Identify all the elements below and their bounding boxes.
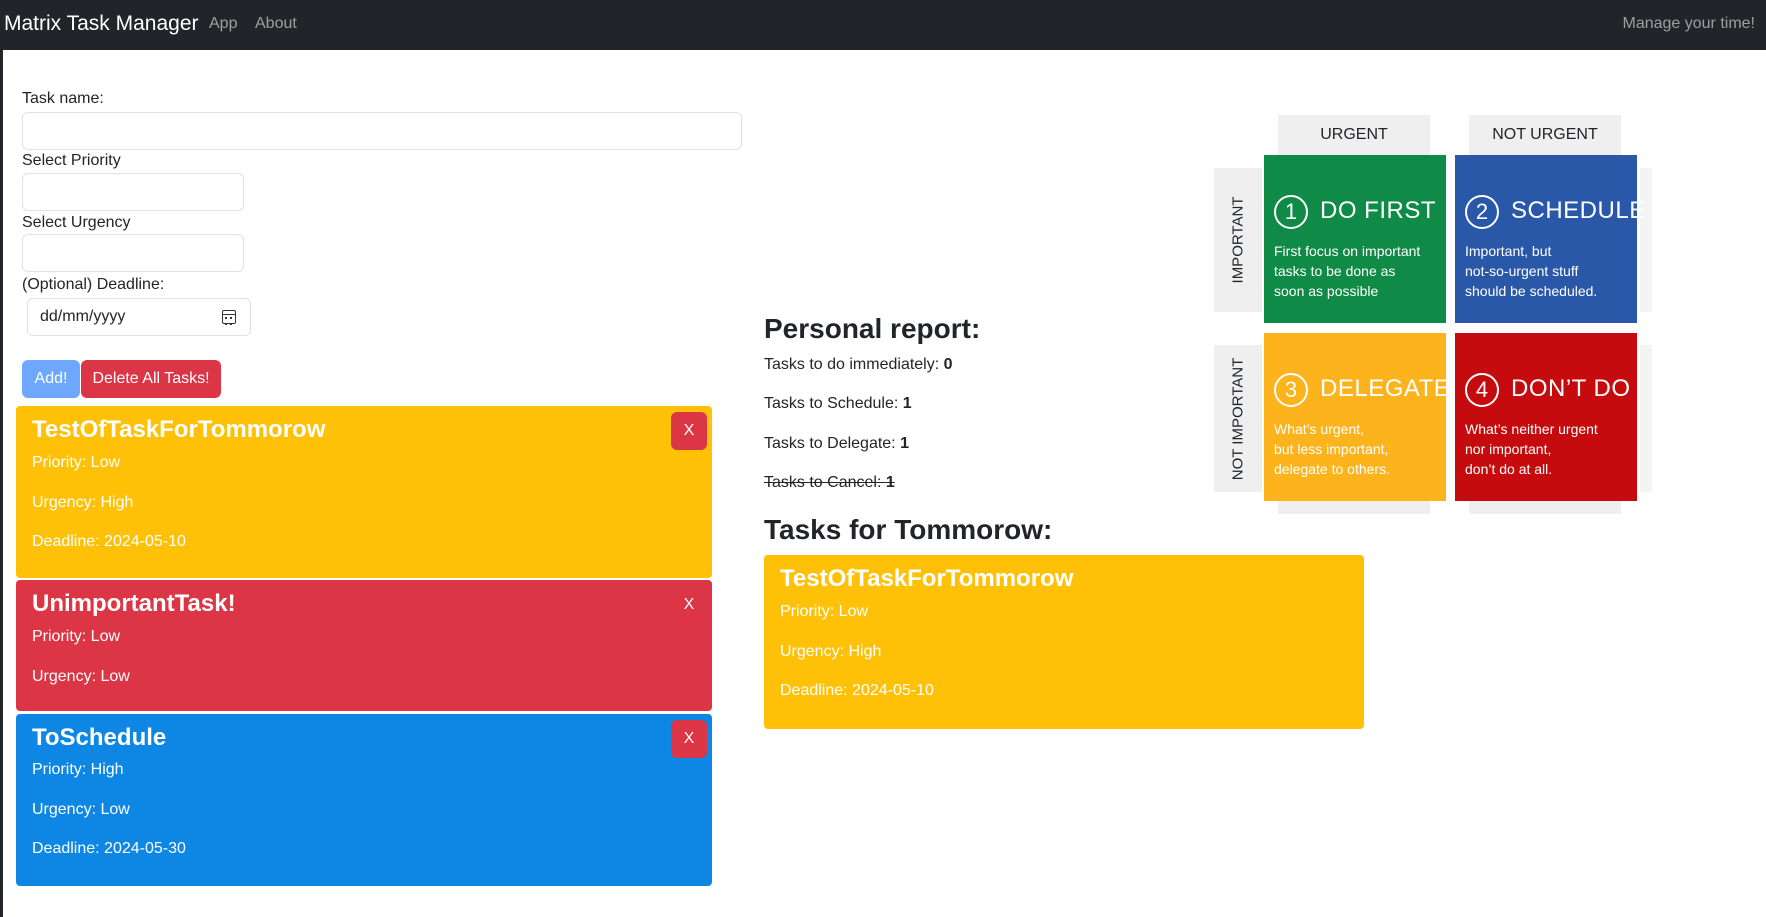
quadrant-delegate: 3 DELEGATE What’s urgent, but less impor… xyxy=(1264,333,1450,501)
task-name-label: Task name: xyxy=(22,90,104,107)
priority-select[interactable] xyxy=(22,173,244,211)
task-name-input[interactable] xyxy=(22,112,742,150)
matrix-tab xyxy=(1469,500,1621,514)
quadrant-desc-line: should be scheduled. xyxy=(1465,283,1598,299)
matrix-row-not-important: NOT IMPORTANT xyxy=(1214,345,1262,492)
report-label: Tasks to do immediately: xyxy=(764,356,940,373)
number-2-icon: 2 xyxy=(1465,195,1499,229)
report-label: Tasks to Delegate: xyxy=(764,435,896,452)
matrix-row-label: NOT IMPORTANT xyxy=(1229,357,1247,480)
task-urgency: Urgency: Low xyxy=(32,668,130,685)
quadrant-desc-line: but less important, xyxy=(1274,441,1389,457)
navbar-tagline: Manage your time! xyxy=(1622,15,1755,32)
task-priority: Priority: Low xyxy=(780,603,869,620)
quadrant-dont-do: 4 DON’T DO What’s neither urgent nor imp… xyxy=(1455,333,1637,501)
matrix-header-not-urgent: NOT URGENT xyxy=(1469,115,1621,155)
task-urgency: Urgency: High xyxy=(780,643,882,660)
calendar-icon[interactable] xyxy=(222,310,236,325)
add-task-button[interactable]: Add! xyxy=(22,360,80,398)
report-do-immediately: Tasks to do immediately: 0 xyxy=(764,356,953,374)
report-schedule: Tasks to Schedule: 1 xyxy=(764,395,912,413)
task-priority: Priority: Low xyxy=(32,454,121,471)
quadrant-description: What’s neither urgent nor important, don… xyxy=(1465,419,1633,479)
report-cancel: Tasks to Cancel: 1 xyxy=(764,474,895,492)
report-count: 0 xyxy=(943,356,953,373)
task-priority: Priority: Low xyxy=(32,628,121,645)
quadrant-description: Important, but not-so-urgent stuff shoul… xyxy=(1465,241,1633,301)
report-delegate: Tasks to Delegate: 1 xyxy=(764,435,909,453)
task-priority: Priority: High xyxy=(32,761,124,778)
task-title: UnimportantTask! xyxy=(32,590,236,617)
task-deadline: Deadline: 2024-05-10 xyxy=(32,533,186,550)
number-3-icon: 3 xyxy=(1274,373,1308,407)
matrix-row-important: IMPORTANT xyxy=(1214,168,1262,312)
urgency-select[interactable] xyxy=(22,234,244,272)
deadline-label: (Optional) Deadline: xyxy=(22,276,165,293)
quadrant-title: DO FIRST xyxy=(1320,197,1436,224)
quadrant-desc-line: not-so-urgent stuff xyxy=(1465,263,1579,279)
task-title: TestOfTaskForTommorow xyxy=(32,416,326,443)
quadrant-schedule: 2 SCHEDULE Important, but not-so-urgent … xyxy=(1455,155,1645,323)
delete-all-tasks-button[interactable]: Delete All Tasks! xyxy=(81,360,221,398)
window-edge xyxy=(0,50,3,917)
report-label: Tasks to Schedule: xyxy=(764,395,899,412)
quadrant-desc-line: nor important, xyxy=(1465,441,1552,457)
task-urgency: Urgency: High xyxy=(32,494,134,511)
quadrant-title: DON’T DO xyxy=(1511,375,1631,402)
urgency-label: Select Urgency xyxy=(22,214,131,231)
quadrant-desc-line: tasks to be done as xyxy=(1274,263,1396,279)
task-title: TestOfTaskForTommorow xyxy=(780,565,1074,592)
deadline-date-input[interactable]: dd/mm/yyyy xyxy=(27,298,251,336)
task-deadline: Deadline: 2024-05-30 xyxy=(32,840,186,857)
number-4-icon: 4 xyxy=(1465,373,1499,407)
report-title: Personal report: xyxy=(764,313,981,344)
tomorrow-task-card: TestOfTaskForTommorow Priority: Low Urge… xyxy=(764,555,1364,729)
quadrant-description: First focus on important tasks to be don… xyxy=(1274,241,1442,301)
nav-link-app[interactable]: App xyxy=(209,15,238,32)
navbar: Matrix Task Manager App About Manage you… xyxy=(0,0,1766,50)
quadrant-desc-line: soon as possible xyxy=(1274,283,1379,299)
task-urgency: Urgency: Low xyxy=(32,801,130,818)
delete-task-button[interactable]: X xyxy=(671,412,707,450)
quadrant-do-first: 1 DO FIRST First focus on important task… xyxy=(1264,155,1446,323)
deadline-placeholder: dd/mm/yyyy xyxy=(40,308,126,325)
report-label: Tasks to Cancel: xyxy=(764,474,882,491)
quadrant-desc-line: don’t do at all. xyxy=(1465,461,1553,477)
priority-label: Select Priority xyxy=(22,152,121,169)
task-card: ToSchedule X Priority: High Urgency: Low… xyxy=(16,714,712,886)
nav-link-about[interactable]: About xyxy=(255,15,297,32)
report-count: 1 xyxy=(902,395,912,412)
quadrant-desc-line: First focus on important xyxy=(1274,243,1421,259)
quadrant-desc-line: What’s neither urgent xyxy=(1465,421,1598,437)
report-count: 1 xyxy=(885,474,895,491)
tomorrow-title: Tasks for Tommorow: xyxy=(764,514,1053,545)
quadrant-title: DELEGATE xyxy=(1320,375,1451,402)
task-card: UnimportantTask! X Priority: Low Urgency… xyxy=(16,580,712,711)
quadrant-description: What’s urgent, but less important, deleg… xyxy=(1274,419,1442,479)
quadrant-desc-line: What’s urgent, xyxy=(1274,421,1365,437)
task-card: TestOfTaskForTommorow X Priority: Low Ur… xyxy=(16,406,712,578)
matrix-row-label: IMPORTANT xyxy=(1229,196,1247,284)
number-1-icon: 1 xyxy=(1274,195,1308,229)
quadrant-desc-line: Important, but xyxy=(1465,243,1552,259)
navbar-brand[interactable]: Matrix Task Manager xyxy=(4,12,199,35)
matrix-tab xyxy=(1640,345,1652,492)
task-title: ToSchedule xyxy=(32,724,167,751)
eisenhower-matrix: URGENT NOT URGENT IMPORTANT NOT IMPORTAN… xyxy=(1214,115,1654,515)
matrix-tab xyxy=(1278,500,1430,514)
quadrant-title: SCHEDULE xyxy=(1511,197,1646,224)
task-deadline: Deadline: 2024-05-10 xyxy=(780,682,934,699)
report-count: 1 xyxy=(900,435,909,452)
matrix-header-urgent: URGENT xyxy=(1278,115,1430,155)
delete-task-button[interactable]: X xyxy=(671,586,707,624)
delete-task-button[interactable]: X xyxy=(671,720,707,758)
quadrant-desc-line: delegate to others. xyxy=(1274,461,1390,477)
matrix-tab xyxy=(1640,168,1652,312)
